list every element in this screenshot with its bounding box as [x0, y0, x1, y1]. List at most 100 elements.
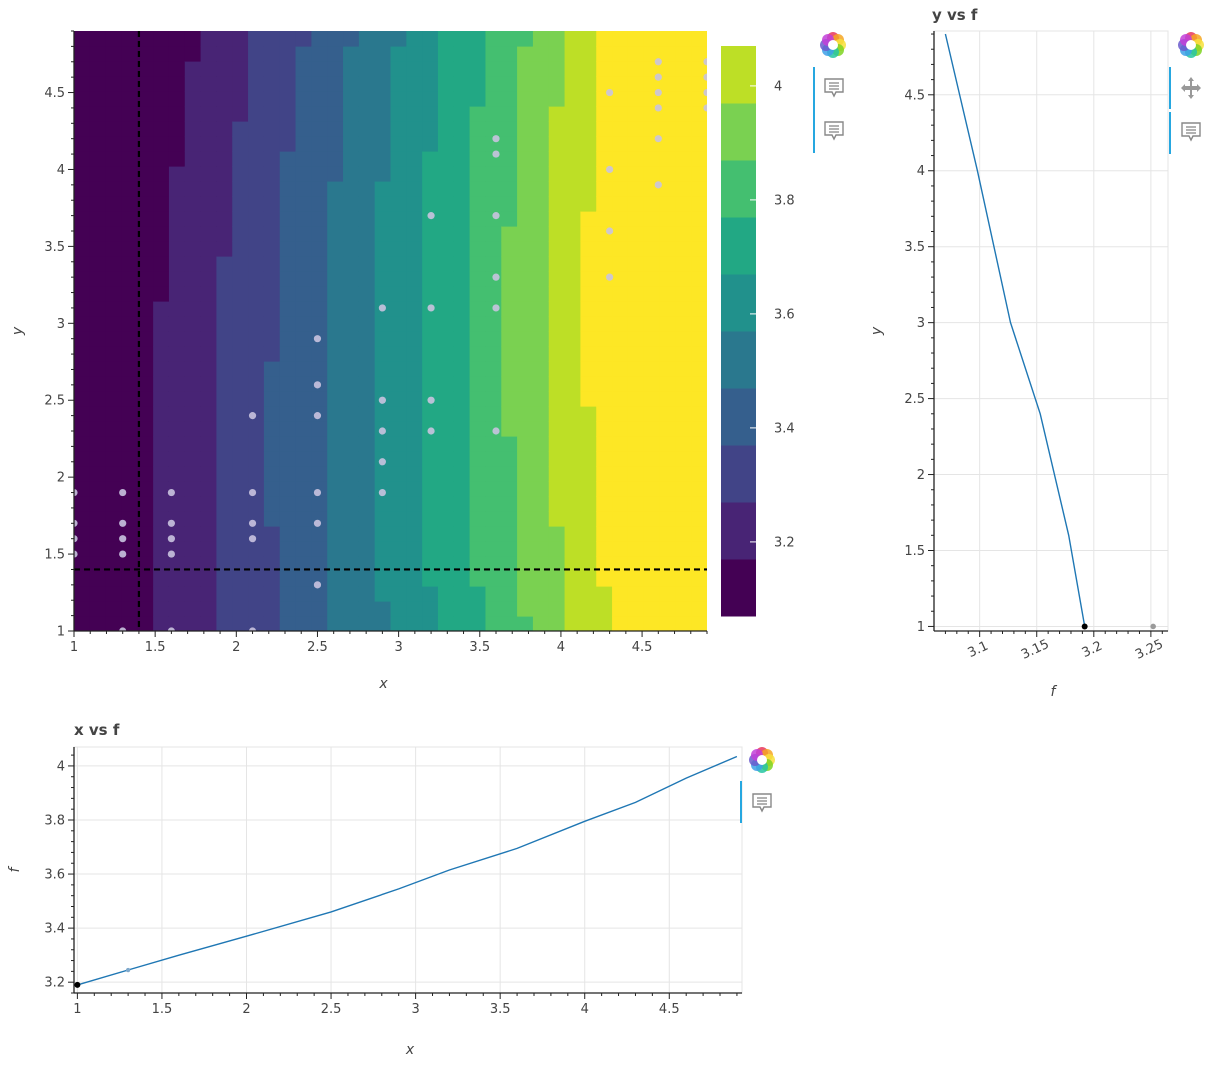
- heatmap-cell: [248, 331, 265, 347]
- heatmap-cell: [248, 496, 265, 512]
- heatmap-cell: [343, 436, 360, 452]
- heatmap-cell: [279, 106, 297, 122]
- heatmap-cell: [564, 406, 581, 422]
- heatmap-cell: [121, 226, 138, 242]
- heatmap-cell: [485, 76, 502, 92]
- heatmap-cell: [74, 271, 91, 287]
- heatmap-cell: [469, 571, 487, 587]
- heatmap-cell: [390, 556, 407, 572]
- heatmap-cell: [691, 151, 707, 167]
- heatmap-cell: [659, 466, 676, 482]
- heatmap-cell: [232, 91, 249, 107]
- heatmap-cell: [469, 226, 487, 242]
- heatmap-cell: [358, 91, 376, 107]
- heatmap-cell: [137, 436, 154, 452]
- heatmap-cell: [153, 601, 170, 617]
- heatmap-cell: [517, 226, 534, 242]
- heatmap-cell: [390, 256, 407, 272]
- heatmap-cell: [453, 121, 471, 137]
- heatmap-cell: [184, 406, 202, 422]
- heatmap-cell: [121, 316, 138, 332]
- heatmap-cell: [422, 241, 439, 257]
- heatmap-cell: [564, 601, 581, 617]
- heatmap-cell: [643, 346, 661, 362]
- sample-point: [74, 550, 78, 558]
- heatmap-cell: [659, 61, 676, 77]
- heatmap-cell: [659, 586, 676, 602]
- heatmap-cell: [612, 391, 629, 407]
- heatmap-cell: [184, 316, 202, 332]
- heatmap-cell: [327, 511, 344, 527]
- heatmap-cell: [74, 31, 91, 47]
- heatmap-cell: [469, 166, 487, 182]
- heatmap-cell: [105, 481, 123, 497]
- hover-tooltip-icon[interactable]: [752, 793, 772, 812]
- sample-point: [313, 488, 322, 497]
- heatmap-cell: [548, 451, 566, 467]
- heatmap-cell: [596, 121, 613, 137]
- sample-point: [606, 227, 614, 235]
- heatmap-cell: [485, 451, 502, 467]
- colorbar-tick-label: 3.6: [774, 307, 795, 322]
- heatmap-cell: [374, 91, 392, 107]
- heatmap-cell: [485, 376, 502, 392]
- heatmap-cell: [390, 436, 407, 452]
- heatmap-cell: [643, 196, 661, 212]
- heatmap-cell: [374, 316, 392, 332]
- heatmap-cell: [627, 181, 645, 197]
- heatmap-cell: [358, 586, 376, 602]
- heatmap-cell: [343, 421, 360, 437]
- chart-title: y vs f: [932, 6, 978, 24]
- heatmap-cell: [184, 271, 202, 287]
- heatmap-cell: [137, 301, 154, 317]
- heatmap-cell: [327, 106, 344, 122]
- heatmap-cell: [627, 511, 645, 527]
- heatmap-cell: [501, 301, 518, 317]
- heatmap-cell: [121, 76, 138, 92]
- heatmap-cell: [153, 511, 170, 527]
- heatmap-cell: [295, 106, 312, 122]
- heatmap-cell: [501, 481, 518, 497]
- heatmap-cell: [200, 526, 218, 542]
- heatmap-cell: [343, 136, 360, 152]
- heatmap-cell: [580, 241, 597, 257]
- heatmap-cell: [343, 316, 360, 332]
- heatmap-cell: [675, 421, 692, 437]
- heatmap-cell: [374, 286, 392, 302]
- heatmap-cell: [105, 541, 123, 557]
- heatmap-cell: [485, 331, 502, 347]
- heatmap-cell: [469, 526, 487, 542]
- heatmap-cell: [200, 226, 218, 242]
- heatmap-cell: [200, 391, 218, 407]
- heatmap-cell: [485, 346, 502, 362]
- heatmap-cell: [168, 61, 186, 77]
- bokeh-logo-icon[interactable]: [749, 747, 775, 773]
- heatmap-cell: [327, 211, 344, 227]
- heatmap-cell: [453, 166, 471, 182]
- heatmap-cell: [437, 76, 455, 92]
- hover-tooltip-icon[interactable]: [824, 78, 844, 97]
- heatmap-cell: [74, 511, 91, 527]
- hover-tooltip-icon[interactable]: [1181, 122, 1201, 141]
- heatmap-cell: [89, 46, 107, 62]
- heatmap-cell: [469, 211, 487, 227]
- heatmap-cell: [216, 256, 233, 272]
- pan-move-icon[interactable]: [1181, 77, 1201, 99]
- bokeh-logo-icon[interactable]: [1178, 32, 1204, 58]
- heatmap-cell: [153, 406, 170, 422]
- bokeh-logo-icon[interactable]: [820, 32, 846, 58]
- heatmap-cell: [121, 421, 138, 437]
- heatmap-cell: [643, 481, 661, 497]
- heatmap-cell: [643, 421, 661, 437]
- heatmap-cell: [105, 151, 123, 167]
- heatmap-cell: [501, 226, 518, 242]
- heatmap-cell: [327, 481, 344, 497]
- heatmap-cell: [659, 376, 676, 392]
- hover-tooltip-icon[interactable]: [824, 121, 844, 140]
- x-tick-label: 3.2: [1080, 639, 1105, 661]
- heatmap-cell: [564, 196, 581, 212]
- heatmap-cell: [580, 331, 597, 347]
- y-tick-label: 3.2: [44, 976, 65, 991]
- heatmap-cell: [406, 571, 423, 587]
- heatmap-cell: [89, 361, 107, 377]
